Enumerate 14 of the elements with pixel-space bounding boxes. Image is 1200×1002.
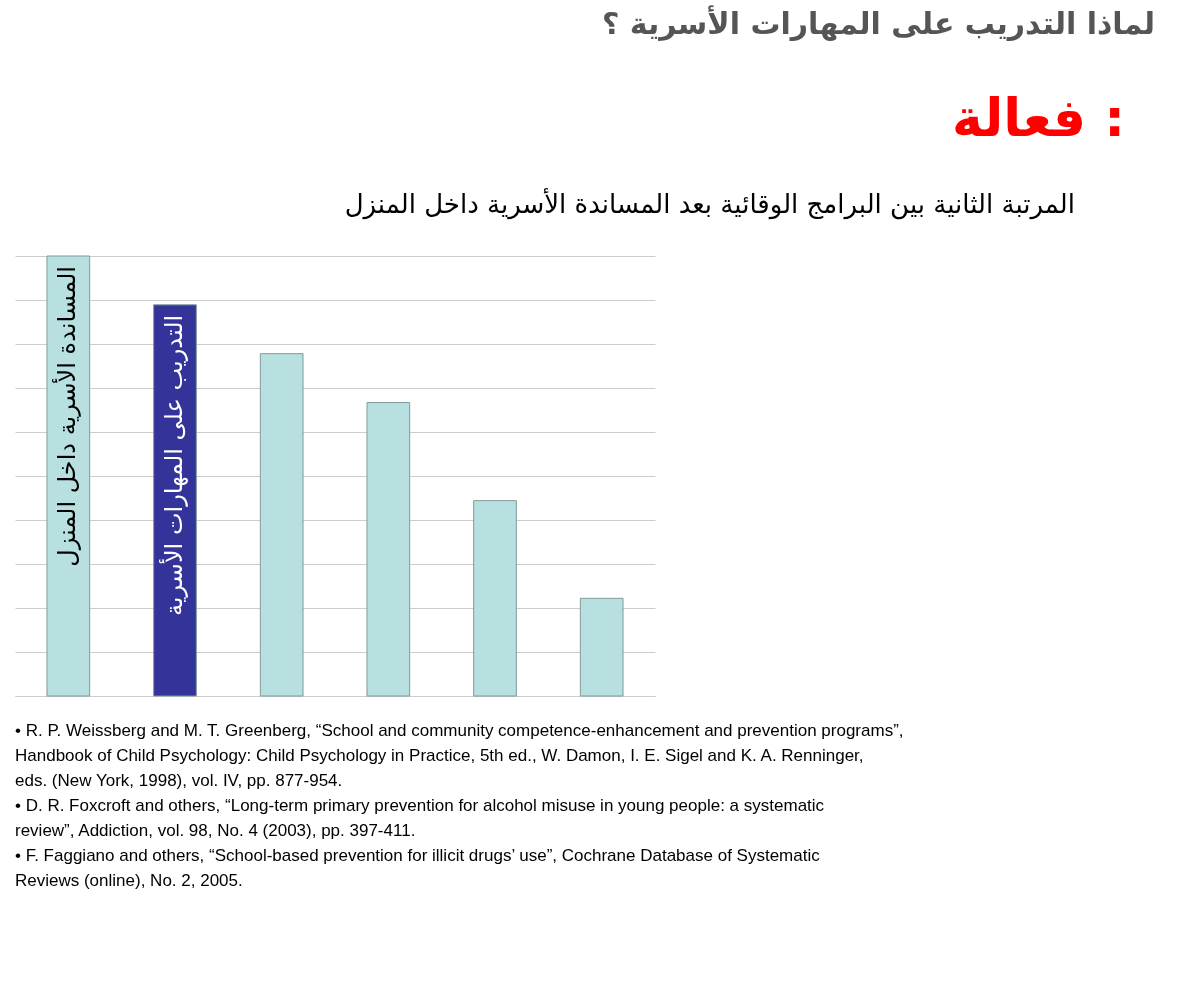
bar (366, 402, 411, 697)
text: • D. R. Foxcroft and others, “Long-term primary prevention for alcohol misuse in young people: a systematic review”, Addiction, vol. 98, No. 4 (2003), pp. 397-411. (15, 796, 825, 840)
x-tick-label: المساندة الأسرية داخل المنزل (52, 266, 82, 567)
bar (153, 304, 197, 697)
text: فعالة : (952, 88, 1125, 148)
x-axis-title: المرتبة الثانية بين البرامج الوقائية بعد المساندة الأسرية داخل المنزل (344, 187, 1075, 220)
text: • F. Faggiano and others, “School-based prevention for illicit drugs’ use”, Cochrane Database of Systematic Reviews (online), No. 2, 2005. (15, 846, 821, 890)
bar (259, 353, 304, 697)
bar (46, 255, 91, 697)
bar (579, 597, 624, 697)
bar (473, 500, 517, 697)
text: لماذا التدريب على المهارات الأسرية ؟ (601, 5, 1155, 41)
text: • R. P. Weissberg and M. T. Greenberg, “School and community competence-enhancement and prevention programs”, Handbook of Child Psychology: Child Psychology in Practice, 5th ed., W. Damon, I. E. Sigel and K. A. Renninger, eds. (New York, 1998), vol. IV, pp. 877-954. (15, 721, 904, 790)
x-tick-label: التدريب على المهارات الأسرية (159, 314, 188, 616)
